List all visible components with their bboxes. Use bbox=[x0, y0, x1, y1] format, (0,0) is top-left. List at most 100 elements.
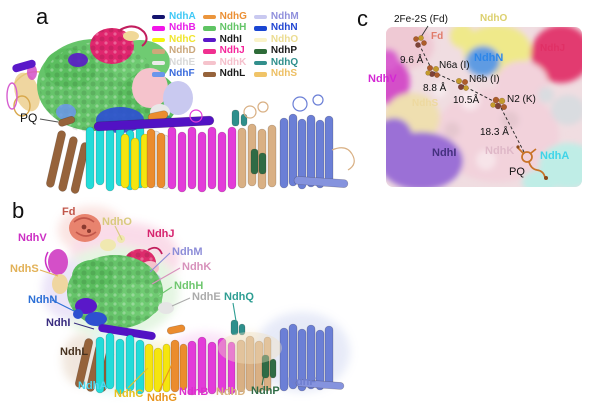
loop-curls-a bbox=[189, 94, 355, 171]
legend-item-ndhb: NdhB bbox=[152, 23, 196, 35]
ndhs-label-c: NdhS bbox=[412, 98, 439, 109]
legend-column-1: NdhA NdhB NdhC NdhD NdhE NdhF bbox=[152, 11, 196, 80]
ndhm-slate-a bbox=[163, 81, 193, 115]
ndhk-label-c: NdhK bbox=[485, 145, 515, 157]
ndhf-legend-label: NdhF bbox=[169, 68, 195, 80]
ndhc-helices-a bbox=[120, 133, 150, 191]
panel-c-surface bbox=[386, 25, 582, 187]
ndhd-swatch bbox=[152, 49, 165, 54]
ndhb-helices-b bbox=[187, 336, 236, 396]
cluster-n2 bbox=[490, 96, 508, 111]
cluster-fd bbox=[413, 35, 427, 48]
legend-item-ndha: NdhA bbox=[152, 11, 196, 23]
ndhp-helices-b bbox=[261, 354, 277, 379]
cluster-n6a-label: N6a (I) bbox=[439, 60, 470, 71]
distance-9-6: 9.6 Å bbox=[400, 55, 424, 66]
ndhv-label-b: NdhV bbox=[18, 232, 47, 244]
ndhg-swatch bbox=[202, 14, 216, 19]
ndhv-label-c: NdhV bbox=[368, 73, 397, 85]
legend-item-ndhs: NdhS bbox=[253, 68, 299, 81]
ndhm-legend-label: NdhM bbox=[270, 10, 299, 22]
ndha-label-c: NdhA bbox=[540, 150, 570, 162]
pq-molecule bbox=[516, 145, 548, 180]
fd-b bbox=[69, 214, 101, 242]
ndha-helices-b bbox=[95, 332, 145, 395]
ndhl-legend-label: NdhL bbox=[219, 68, 246, 80]
ndhf-helices-b bbox=[279, 323, 345, 392]
distance-8-8: 8.8 Å bbox=[423, 83, 447, 94]
ndha-legend-label: NdhA bbox=[169, 10, 196, 22]
ndhn-legend-label: NdhN bbox=[270, 22, 298, 34]
legend-item-ndhc: NdhC bbox=[152, 34, 196, 46]
ndhl-swatch bbox=[202, 72, 216, 77]
ndha-label-b: NdhA bbox=[78, 380, 108, 392]
ndhp-label-b: NdhP bbox=[251, 385, 280, 397]
ndhk-label-b: NdhK bbox=[182, 261, 212, 273]
ndhs-legend-label: NdhS bbox=[270, 68, 297, 80]
pq-label-a: PQ bbox=[20, 111, 38, 125]
ndho-label-b: NdhO bbox=[102, 216, 132, 228]
ndhv-ndhs-loops-a bbox=[6, 64, 41, 117]
ndhp-swatch bbox=[253, 49, 267, 54]
ndhb-label-b: NdhB bbox=[179, 386, 209, 398]
legend-column-3: NdhM NdhN NdhO NdhP NdhQ NdhS bbox=[253, 10, 299, 81]
cluster-n6a bbox=[425, 64, 440, 78]
pq-label-c: PQ bbox=[509, 166, 525, 178]
ndhj-crimson-a bbox=[90, 25, 148, 64]
ndhg-helices-a bbox=[146, 110, 169, 189]
ndhn-swatch bbox=[253, 26, 267, 31]
ndhn-ndhi-b bbox=[73, 298, 156, 340]
ndhf-label-b: NdhF bbox=[288, 376, 317, 388]
legend-item-ndhd: NdhD bbox=[152, 46, 196, 58]
panel-b-structure bbox=[39, 206, 350, 396]
wheat-loop-overlay-b bbox=[218, 332, 282, 364]
ndhc-legend-label: NdhC bbox=[169, 33, 196, 45]
legend-item-ndhp: NdhP bbox=[253, 45, 299, 58]
legend-item-ndhh: NdhH bbox=[202, 23, 247, 35]
ndhp-helices-a bbox=[250, 148, 267, 175]
ndho-legend-label: NdhO bbox=[270, 33, 299, 45]
legend-item-ndhf: NdhF bbox=[152, 69, 196, 81]
ndhc-helices-b bbox=[144, 343, 171, 393]
ndhj-label-b: NdhJ bbox=[147, 228, 175, 240]
distance-10-5: 10.5Å bbox=[453, 95, 480, 106]
ndhl-label-b: NdhL bbox=[60, 346, 89, 358]
ndhq-helices-a bbox=[231, 109, 248, 127]
fd-leader-c bbox=[420, 25, 429, 38]
fes-fd-label-c: 2Fe-2S (Fd) bbox=[394, 14, 448, 25]
ndhm-label-b: NdhM bbox=[172, 246, 203, 258]
leader-lines-b bbox=[39, 225, 266, 393]
ndhi-label-b: NdhI bbox=[46, 317, 71, 329]
legend-item-ndhe: NdhE bbox=[152, 57, 196, 69]
ndhb-swatch bbox=[152, 26, 165, 31]
panel-a-letter: a bbox=[36, 4, 49, 29]
ndhb-legend-label: NdhB bbox=[169, 22, 196, 34]
ndhv-b bbox=[44, 249, 68, 275]
legend-item-ndho: NdhO bbox=[253, 33, 299, 46]
ndhe-b bbox=[158, 302, 174, 314]
pq-leader-a bbox=[39, 118, 59, 123]
ndhs-b bbox=[52, 274, 68, 294]
ndhd-legend-label: NdhD bbox=[169, 45, 196, 57]
legend-item-ndhl: NdhL bbox=[202, 68, 247, 81]
subunit-color-legend: NdhA NdhB NdhC NdhD NdhE NdhF NdhG NdhH … bbox=[152, 11, 299, 80]
ndhh-green-mass-b bbox=[67, 255, 163, 329]
ndhe-swatch bbox=[152, 60, 165, 65]
ndhb-helices-a bbox=[167, 126, 237, 193]
fes-clusters bbox=[413, 35, 508, 111]
ndhi-label-c: NdhI bbox=[432, 147, 457, 159]
legend-item-ndhk: NdhK bbox=[202, 57, 247, 69]
legend-item-ndhi: NdhI bbox=[202, 34, 247, 46]
fd-label-b: Fd bbox=[62, 206, 76, 218]
cluster-n2-label: N2 (K) bbox=[507, 94, 536, 105]
ndho-swatch bbox=[253, 37, 267, 42]
legend-item-ndhg: NdhG bbox=[202, 11, 247, 23]
ndhi-lateral-helix-a bbox=[93, 115, 215, 132]
ndhs-label-b: NdhS bbox=[10, 263, 39, 275]
ndhk-pink-a bbox=[132, 68, 168, 108]
panel-c-letter: c bbox=[357, 6, 368, 31]
ndhp-legend-label: NdhP bbox=[270, 45, 297, 57]
ndhq-legend-label: NdhQ bbox=[270, 56, 299, 68]
ndhk-swatch bbox=[202, 60, 216, 65]
